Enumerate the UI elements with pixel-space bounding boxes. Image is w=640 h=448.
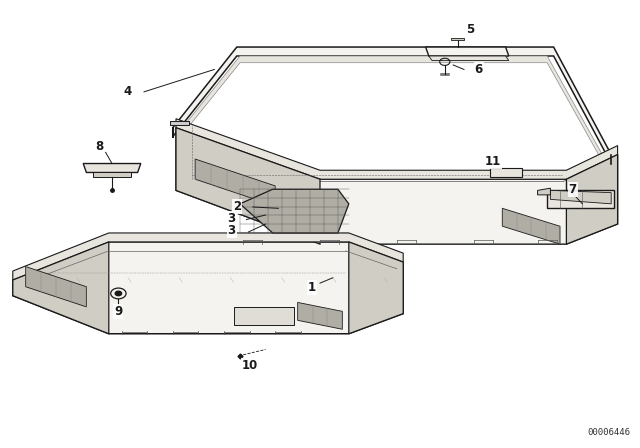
Text: 10: 10	[241, 358, 258, 372]
Polygon shape	[13, 242, 109, 334]
Polygon shape	[176, 128, 618, 244]
Polygon shape	[173, 47, 611, 164]
Polygon shape	[547, 190, 614, 208]
Text: 2: 2	[233, 199, 241, 213]
Polygon shape	[550, 190, 611, 204]
Polygon shape	[538, 188, 550, 195]
Text: 1: 1	[308, 281, 316, 294]
Polygon shape	[176, 128, 320, 244]
Polygon shape	[490, 168, 522, 177]
Text: 11: 11	[484, 155, 501, 168]
Text: 4: 4	[124, 85, 132, 99]
Polygon shape	[429, 56, 509, 60]
Polygon shape	[176, 119, 618, 179]
Text: 7: 7	[569, 182, 577, 196]
Text: 8: 8	[95, 140, 103, 154]
Polygon shape	[13, 233, 403, 280]
Text: 9: 9	[115, 305, 122, 318]
Polygon shape	[26, 267, 86, 307]
Text: 3: 3	[228, 224, 236, 237]
Circle shape	[115, 291, 122, 296]
Polygon shape	[502, 208, 560, 244]
Polygon shape	[426, 47, 509, 56]
Polygon shape	[170, 121, 189, 125]
Polygon shape	[298, 302, 342, 329]
Polygon shape	[451, 38, 464, 40]
Polygon shape	[182, 56, 605, 166]
Polygon shape	[349, 242, 403, 334]
Polygon shape	[240, 189, 349, 233]
Polygon shape	[234, 307, 294, 325]
Text: 6: 6	[475, 63, 483, 76]
Text: 5: 5	[467, 22, 474, 36]
Polygon shape	[566, 155, 618, 244]
Polygon shape	[93, 172, 131, 177]
Polygon shape	[13, 242, 403, 334]
Text: 3: 3	[228, 211, 236, 225]
Polygon shape	[195, 159, 275, 206]
Text: 00006446: 00006446	[588, 428, 630, 437]
Polygon shape	[83, 164, 141, 172]
